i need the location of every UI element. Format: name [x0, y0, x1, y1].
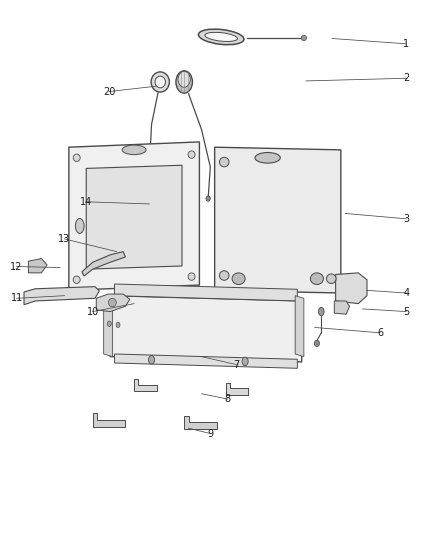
Text: 3: 3 [403, 214, 409, 224]
Polygon shape [93, 414, 125, 426]
Ellipse shape [148, 356, 155, 364]
Text: 14: 14 [80, 197, 92, 207]
Text: 20: 20 [103, 86, 116, 96]
Ellipse shape [107, 321, 111, 326]
Ellipse shape [242, 357, 248, 366]
Ellipse shape [318, 308, 324, 316]
Ellipse shape [154, 196, 158, 201]
Polygon shape [134, 379, 157, 391]
Ellipse shape [75, 219, 84, 233]
Ellipse shape [198, 29, 244, 45]
Text: 13: 13 [58, 234, 71, 244]
Ellipse shape [255, 152, 280, 163]
Polygon shape [28, 259, 47, 273]
Text: 4: 4 [403, 288, 409, 298]
Polygon shape [295, 296, 304, 357]
Polygon shape [215, 147, 341, 293]
Text: 7: 7 [233, 360, 240, 369]
Ellipse shape [109, 298, 116, 307]
Ellipse shape [178, 71, 190, 87]
Polygon shape [24, 287, 99, 305]
Polygon shape [96, 294, 130, 312]
Ellipse shape [219, 271, 229, 280]
Ellipse shape [151, 72, 170, 92]
Ellipse shape [155, 76, 166, 88]
Ellipse shape [176, 71, 192, 93]
Text: 8: 8 [225, 394, 231, 404]
Ellipse shape [122, 145, 146, 155]
Ellipse shape [301, 35, 307, 41]
Polygon shape [69, 142, 199, 290]
Text: 9: 9 [207, 429, 213, 439]
Text: 1: 1 [403, 39, 409, 49]
Ellipse shape [326, 274, 336, 284]
Ellipse shape [206, 196, 210, 201]
Ellipse shape [116, 322, 120, 327]
Polygon shape [82, 252, 125, 276]
Ellipse shape [188, 151, 195, 158]
Polygon shape [184, 416, 217, 429]
Text: 6: 6 [377, 328, 383, 338]
Ellipse shape [205, 33, 237, 42]
Polygon shape [115, 354, 297, 368]
Ellipse shape [73, 154, 80, 161]
Text: 11: 11 [11, 293, 23, 303]
Ellipse shape [314, 340, 320, 346]
Polygon shape [334, 301, 350, 314]
Ellipse shape [188, 273, 195, 280]
Polygon shape [336, 273, 367, 304]
Polygon shape [86, 165, 182, 269]
Polygon shape [104, 296, 113, 357]
Text: 12: 12 [11, 262, 23, 271]
Ellipse shape [232, 273, 245, 285]
Text: 10: 10 [87, 306, 99, 317]
Text: 2: 2 [403, 73, 409, 83]
Ellipse shape [219, 157, 229, 167]
Polygon shape [110, 296, 302, 362]
Text: 5: 5 [403, 306, 409, 317]
Polygon shape [115, 284, 297, 301]
Ellipse shape [73, 276, 80, 284]
Polygon shape [226, 383, 248, 395]
Ellipse shape [311, 273, 323, 285]
